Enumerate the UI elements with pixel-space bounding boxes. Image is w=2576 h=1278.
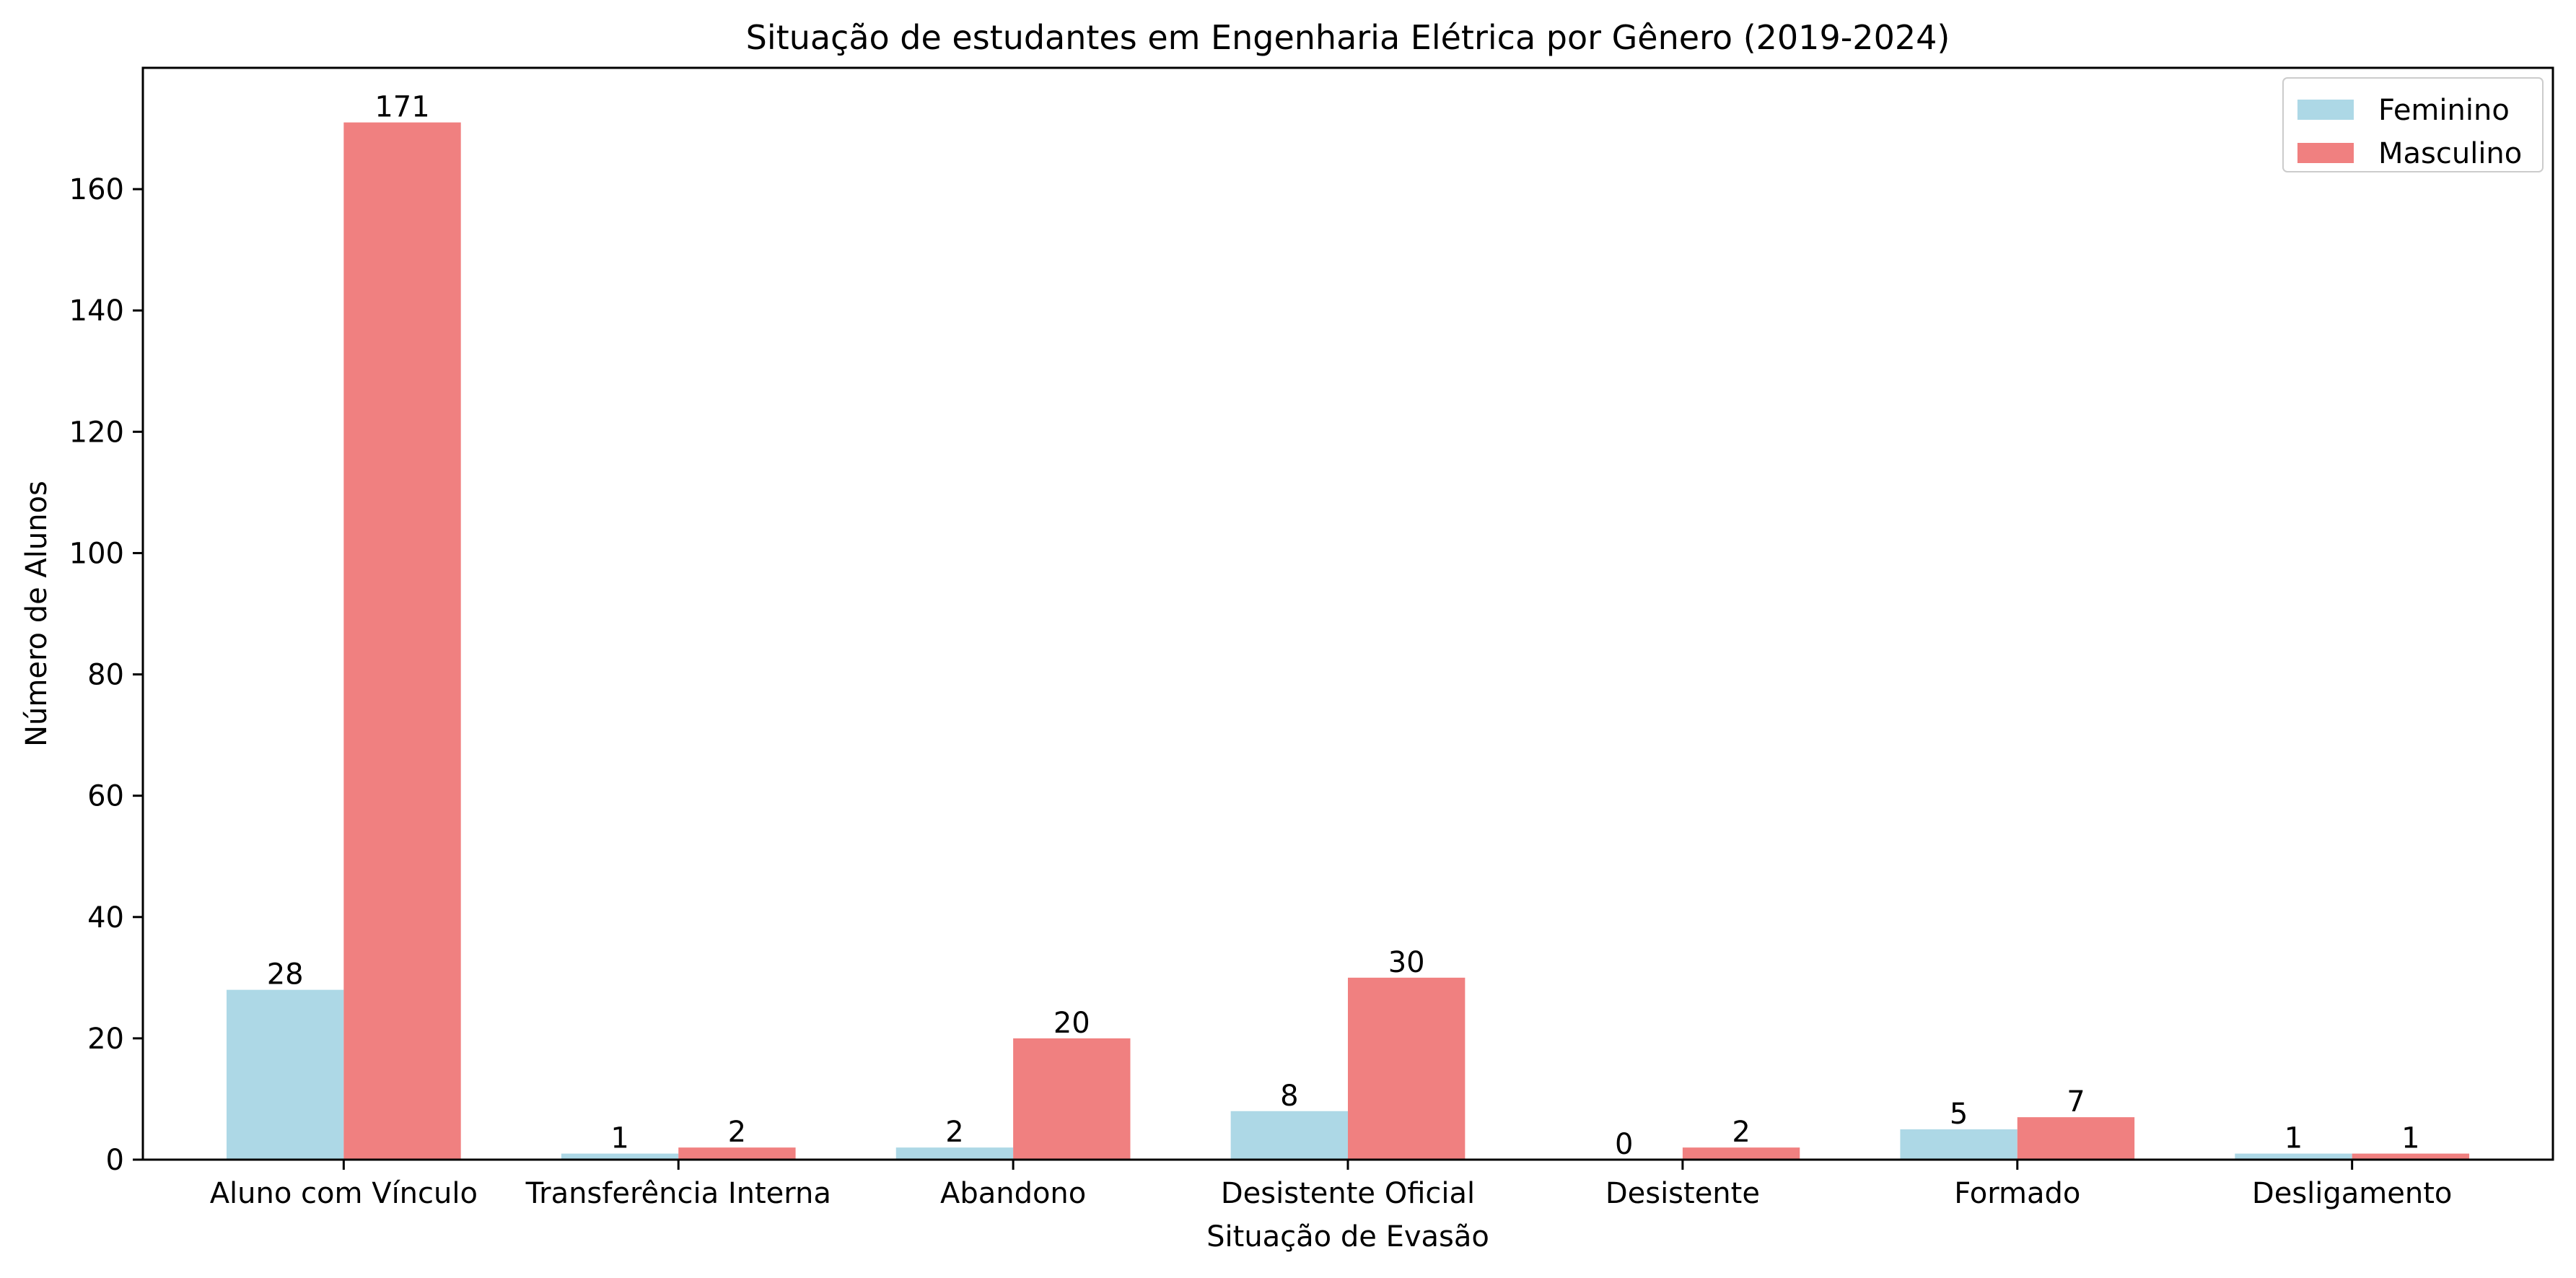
legend-label-masculino: Masculino: [2378, 137, 2522, 170]
data-label-feminino-desligamento: 1: [2284, 1122, 2303, 1155]
y-tick-label: 140: [69, 294, 124, 328]
legend-label-feminino: Feminino: [2378, 94, 2510, 127]
bars-layer: [226, 122, 2470, 1160]
bar-feminino-desligamento: [2235, 1153, 2352, 1160]
y-tick-label: 60: [87, 780, 124, 813]
data-label-feminino-transferencia-interna: 1: [610, 1122, 628, 1155]
y-tick-label: 160: [69, 173, 124, 206]
data-label-masculino-desistente: 2: [1732, 1116, 1750, 1149]
x-tick-label-desligamento: Desligamento: [2252, 1177, 2452, 1210]
data-label-feminino-aluno-com-vinculo: 28: [267, 958, 304, 992]
y-tick-label: 100: [69, 537, 124, 570]
y-axis: 0 20 40 60 80 100 120 140 160: [69, 173, 143, 1177]
x-axis-title: Situação de Evasão: [1206, 1220, 1489, 1253]
bar-masculino-transferencia-interna: [678, 1147, 796, 1160]
y-axis-title: Número de Alunos: [20, 481, 53, 747]
data-label-feminino-abandono: 2: [945, 1116, 963, 1149]
x-tick-label-desistente: Desistente: [1605, 1177, 1760, 1210]
y-tick-label: 40: [87, 901, 124, 935]
y-tick-label: 20: [87, 1023, 124, 1056]
data-label-masculino-desligamento: 1: [2401, 1122, 2419, 1155]
bar-feminino-transferencia-interna: [561, 1153, 679, 1160]
data-label-masculino-aluno-com-vinculo: 171: [374, 91, 429, 124]
bar-feminino-formado: [1900, 1129, 2018, 1160]
legend: Feminino Masculino: [2282, 77, 2544, 172]
x-tick-label-formado: Formado: [1954, 1177, 2080, 1210]
x-tick-label-abandono: Abandono: [940, 1177, 1086, 1210]
data-label-feminino-desistente: 0: [1615, 1128, 1633, 1161]
x-axis: Aluno com Vínculo Transferência Interna Ab…: [210, 1160, 2452, 1210]
data-label-feminino-desistente-oficial: 8: [1280, 1080, 1298, 1113]
bar-masculino-desistente: [1682, 1147, 1800, 1160]
bar-masculino-abandono: [1013, 1038, 1131, 1160]
data-label-masculino-transferencia-interna: 2: [728, 1116, 746, 1149]
bar-feminino-desistente-oficial: [1230, 1111, 1348, 1160]
x-tick-label-desistente-oficial: Desistente Oficial: [1221, 1177, 1475, 1210]
x-tick-label-aluno-com-vinculo: Aluno com Vínculo: [210, 1177, 478, 1210]
x-tick-label-transferencia-interna: Transferência Interna: [525, 1177, 831, 1210]
bar-feminino-abandono: [895, 1147, 1014, 1160]
data-label-masculino-abandono: 20: [1053, 1007, 1090, 1040]
data-label-masculino-formado: 7: [2067, 1085, 2085, 1119]
legend-swatch-masculino: [2297, 143, 2354, 163]
chart-title: Situação de estudantes em Engenharia Elé…: [746, 18, 1950, 57]
bar-masculino-formado: [2017, 1117, 2135, 1160]
bar-masculino-aluno-com-vinculo: [343, 122, 461, 1160]
legend-swatch-feminino: [2297, 100, 2354, 120]
data-label-feminino-formado: 5: [1950, 1098, 1968, 1131]
bar-masculino-desligamento: [2352, 1153, 2470, 1160]
y-tick-label: 120: [69, 416, 124, 449]
data-label-masculino-desistente-oficial: 30: [1388, 946, 1425, 979]
y-tick-label: 0: [106, 1144, 124, 1177]
bar-masculino-desistente-oficial: [1348, 977, 1466, 1160]
bar-feminino-aluno-com-vinculo: [226, 989, 344, 1160]
y-tick-label: 80: [87, 659, 124, 692]
